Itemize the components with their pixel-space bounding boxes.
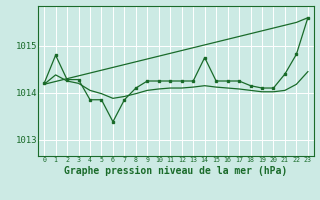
X-axis label: Graphe pression niveau de la mer (hPa): Graphe pression niveau de la mer (hPa) (64, 166, 288, 176)
